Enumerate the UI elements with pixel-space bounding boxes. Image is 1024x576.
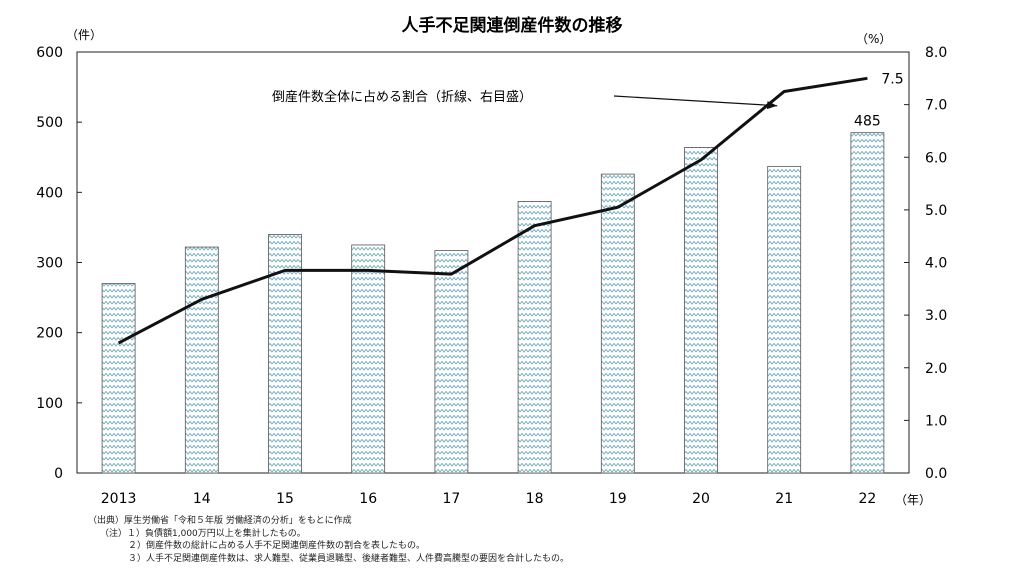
note-2: ２）倒産件数の総計に占める人手不足関連倒産件数の割合を表したもの。 xyxy=(128,541,426,551)
bar-data-label-last: 485 xyxy=(854,114,881,130)
x-tick-label: 20 xyxy=(692,491,710,507)
right-tick-label: 1.0 xyxy=(925,413,947,429)
x-tick-label: 15 xyxy=(276,491,294,507)
bar xyxy=(517,201,552,474)
x-tick-label: 19 xyxy=(609,491,627,507)
bar xyxy=(684,147,718,474)
plot-area: 0 100 200 300 400 500 600 0.0 1.0 2.0 3.0 4.0 5.0 6.0… xyxy=(36,45,947,507)
chart-title: 人手不足関連倒産件数の推移 xyxy=(402,15,623,36)
bar xyxy=(184,246,219,474)
note-1: （注）１）負債額1,000万円以上を集計したもの。 xyxy=(100,528,306,539)
x-tick-label: 21 xyxy=(775,491,793,507)
ratio-line xyxy=(117,76,868,345)
x-tick-label: 2013 xyxy=(101,491,137,507)
right-axis-unit: （%） xyxy=(856,32,891,46)
right-tick-label: 2.0 xyxy=(925,361,947,377)
left-tick-label: 100 xyxy=(36,396,63,412)
left-axis-unit: （件） xyxy=(66,28,102,42)
source-note: （出典）厚生労働省「令和５年版 労働経済の分析」をもとに作成 xyxy=(88,516,352,526)
notes: （出典）厚生労働省「令和５年版 労働経済の分析」をもとに作成 （注）１）負債額1… xyxy=(88,515,569,565)
right-tick-label: 3.0 xyxy=(925,308,947,324)
bar xyxy=(101,283,136,474)
note-3: ３）人手不足関連倒産件数は、求人難型、従業員退職型、後継者難型、人件費高騰型の要… xyxy=(128,553,570,564)
x-tick-label: 18 xyxy=(526,491,544,507)
right-tick-label: 8.0 xyxy=(925,45,947,61)
left-tick-label: 300 xyxy=(36,256,63,272)
line-annotation: 倒産件数全体に占める割合（折線、右目盛） xyxy=(272,89,532,105)
right-tick-label: 0.0 xyxy=(925,466,947,482)
right-tick-label: 5.0 xyxy=(925,203,947,219)
right-tick-label: 4.0 xyxy=(925,256,947,272)
annotation-arrow-line xyxy=(613,95,778,107)
annotation-arrow-head xyxy=(766,101,778,110)
bar xyxy=(767,165,802,474)
left-tick-label: 0 xyxy=(54,466,63,482)
right-tick-label: 7.0 xyxy=(925,98,947,114)
x-tick-label: 16 xyxy=(359,491,377,507)
bar xyxy=(850,132,885,474)
bar xyxy=(600,173,635,474)
x-axis-unit: （年） xyxy=(895,493,931,507)
line-data-label-last: 7.5 xyxy=(881,71,903,87)
left-tick-label: 200 xyxy=(36,326,63,342)
x-tick-label: 22 xyxy=(858,491,876,507)
bar xyxy=(434,250,469,474)
left-tick-label: 400 xyxy=(36,185,63,201)
left-tick-label: 500 xyxy=(36,115,63,131)
right-tick-label: 6.0 xyxy=(925,150,947,166)
bar xyxy=(351,244,386,474)
x-tick-label: 17 xyxy=(442,491,460,507)
left-tick-label: 600 xyxy=(36,45,63,61)
x-tick-label: 14 xyxy=(193,491,211,507)
